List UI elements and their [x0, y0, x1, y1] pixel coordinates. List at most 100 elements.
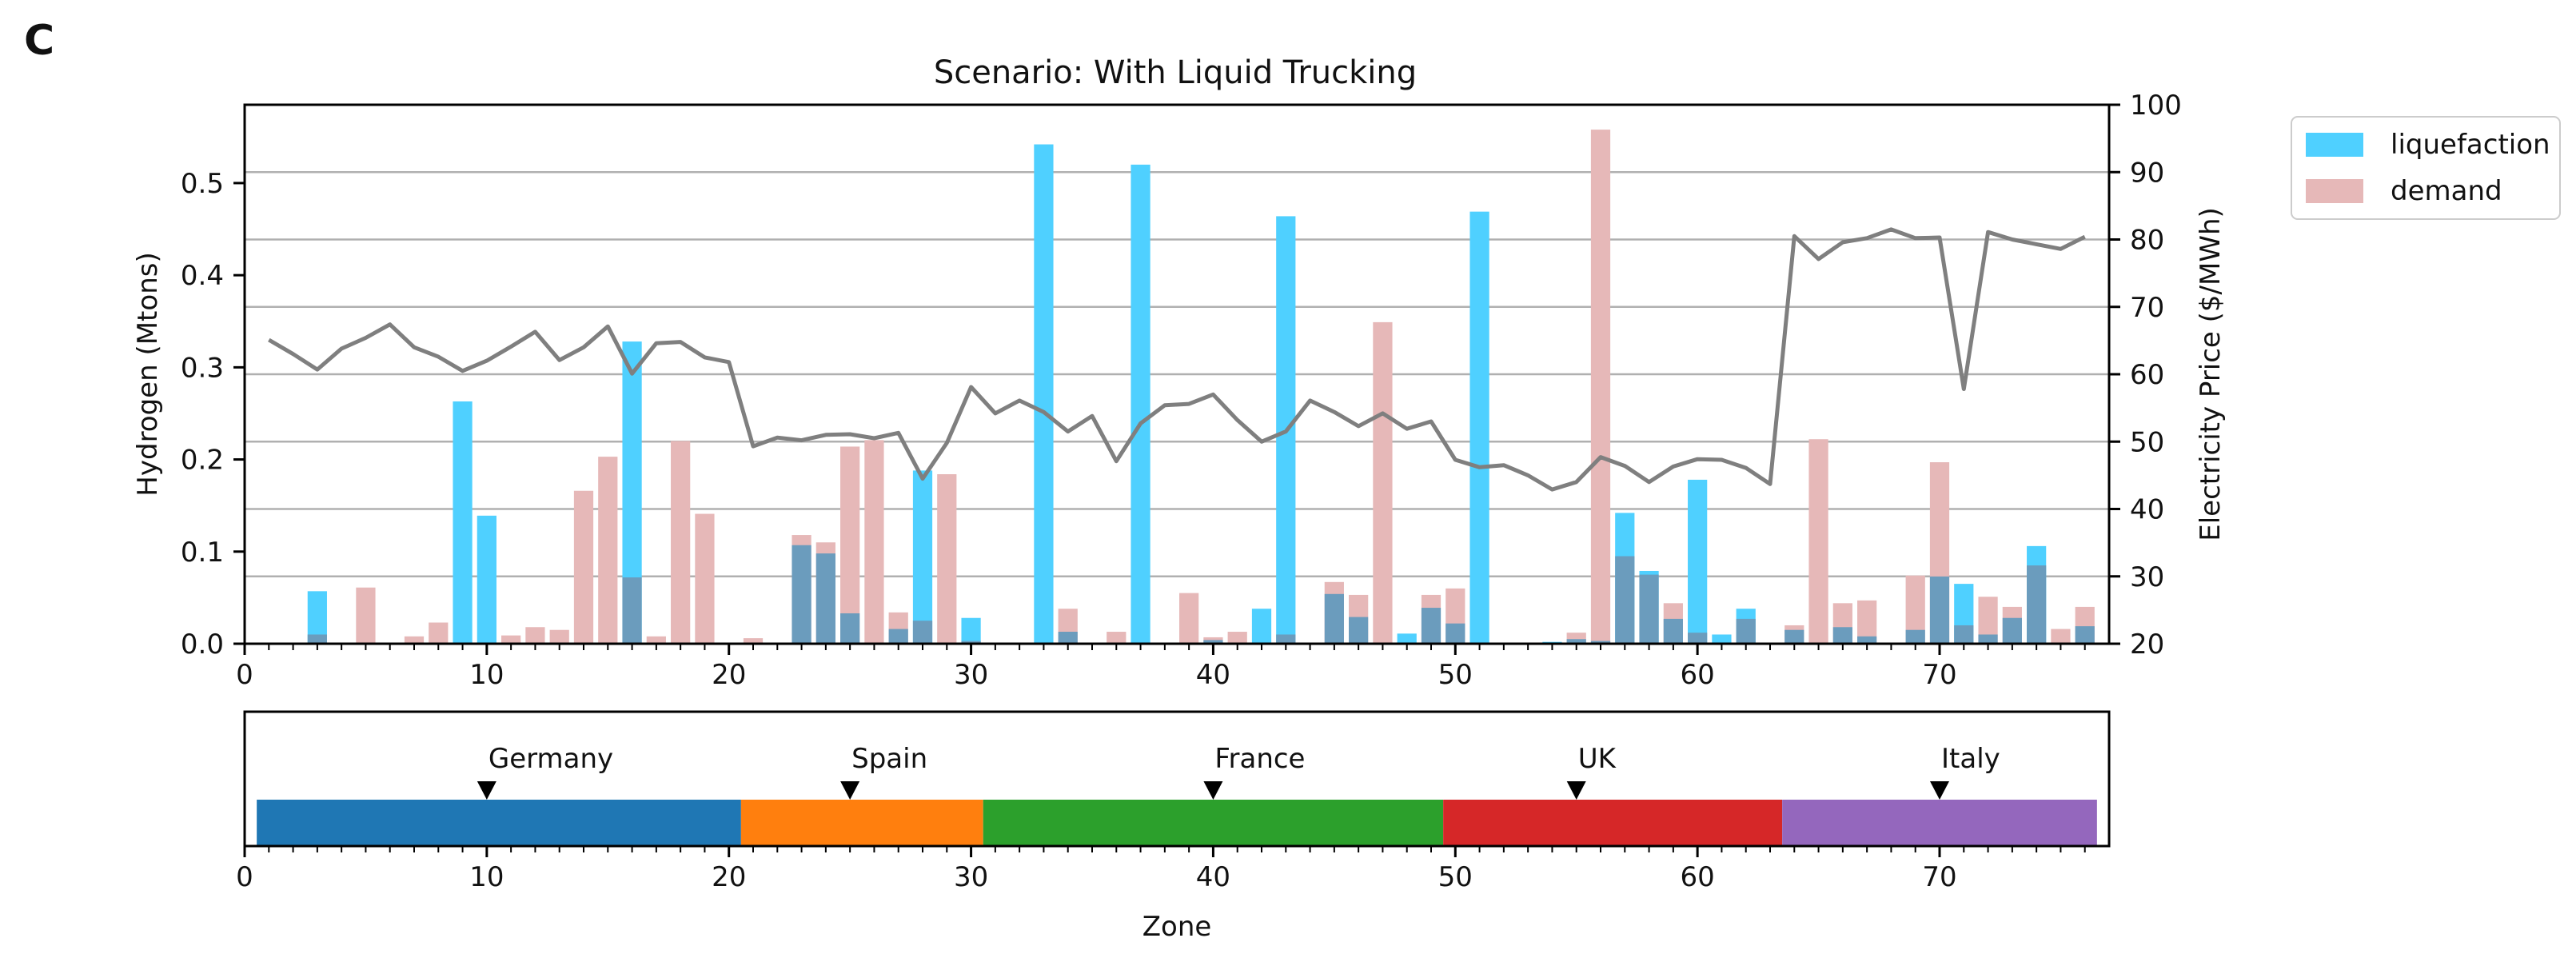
bar-demand: [1179, 593, 1199, 644]
main-plot: 0 10 20 30 40 50 60 70 0.0 0.1 0.2 0.3 0.4 0.5 20 30 40 5…: [181, 90, 2182, 691]
price-line: [268, 227, 2086, 492]
zone-marker-icon: [477, 781, 496, 800]
zone-tick-label: 0: [236, 861, 253, 893]
bar-liquefaction: [1712, 634, 1732, 644]
bar-overlap: [1421, 608, 1442, 644]
bar-overlap: [307, 634, 327, 644]
bar-demand: [743, 638, 764, 644]
bar-liquefaction: [453, 401, 473, 644]
bar-demand: [356, 587, 376, 644]
bar-overlap: [840, 613, 860, 644]
bar-liquefaction: [1397, 633, 1417, 644]
bar-demand: [937, 474, 957, 644]
bar-overlap: [961, 641, 981, 644]
zone-marker-icon: [1930, 781, 1949, 800]
bar-overlap: [1590, 641, 1611, 644]
bar-overlap: [1978, 634, 1998, 644]
y2-axis-label: Electricity Price ($/MWh): [2195, 207, 2227, 541]
bar-demand: [549, 629, 569, 644]
gridlines: [245, 171, 2109, 577]
y2-tick-label: 40: [2130, 494, 2164, 526]
bar-overlap: [815, 553, 835, 644]
bar-overlap: [1203, 640, 1223, 644]
zone-marker-icon: [1566, 781, 1586, 800]
bar-overlap: [2027, 565, 2047, 644]
country-segment: [1782, 800, 2097, 846]
bar-demand: [573, 490, 594, 644]
x-tick-label: 70: [1922, 659, 1956, 691]
zone-axis-label: Zone: [1142, 911, 1212, 943]
y2-tick-label: 80: [2130, 225, 2164, 257]
y-tick-label: 0.5: [181, 168, 224, 200]
x-tick-label: 10: [469, 659, 504, 691]
bar-demand: [429, 622, 449, 644]
zone-marker-icon: [840, 781, 860, 800]
country-label: Italy: [1941, 743, 2000, 775]
bar-overlap: [1688, 633, 1708, 644]
bar-liquefaction: [1130, 164, 1150, 644]
bar-overlap: [1905, 629, 1925, 644]
bar-overlap: [1615, 556, 1635, 644]
bar-demand: [695, 513, 715, 644]
y-tick-label: 0.2: [181, 445, 224, 477]
y2-tick-label: 60: [2130, 359, 2164, 391]
bar-demand: [501, 635, 521, 644]
country-segment: [740, 800, 983, 846]
bar-demand: [840, 446, 860, 644]
y-axis-label: Hydrogen (Mtons): [132, 252, 164, 496]
bar-liquefaction: [477, 515, 496, 644]
zone-tick-label: 70: [1922, 861, 1956, 893]
bar-demand: [1590, 130, 1611, 645]
bar-overlap: [1324, 593, 1344, 644]
bar-demand: [2051, 629, 2071, 644]
x-tick-label: 20: [712, 659, 746, 691]
y2-tick-label: 90: [2130, 157, 2164, 189]
bar-demand: [404, 636, 425, 644]
bar-overlap: [1446, 623, 1465, 644]
bar-demand: [1107, 632, 1127, 644]
y-tick-label: 0.3: [181, 352, 224, 384]
bar-demand: [525, 627, 545, 644]
y2-tick-label: 100: [2130, 90, 2182, 122]
zone-tick-label: 30: [954, 861, 988, 893]
bar-demand: [1227, 632, 1247, 644]
bar-overlap: [1857, 636, 1877, 644]
bar-overlap: [1349, 617, 1369, 644]
country-segment: [1443, 800, 1783, 846]
bar-liquefaction: [1469, 211, 1489, 645]
bar-overlap: [1954, 625, 1974, 644]
legend-swatch-demand: [2306, 179, 2363, 203]
chart-title: Scenario: With Liquid Trucking: [934, 54, 1417, 91]
price-line-layer: [268, 227, 2086, 492]
bar-demand: [598, 457, 618, 644]
bar-overlap: [1736, 618, 1756, 644]
bar-overlap: [1663, 618, 1683, 644]
y-tick-label: 0.0: [181, 629, 224, 661]
legend-label-liquefaction: liquefaction: [2391, 129, 2550, 161]
panel-label: C: [24, 17, 54, 65]
country-label: UK: [1578, 743, 1617, 775]
country-segment: [983, 800, 1444, 846]
zone-strip: Germany Spain France UK Italy 0 10 20 30 40 50 60 7…: [236, 710, 2111, 893]
country-label: Germany: [488, 743, 613, 775]
bar-demand: [1373, 321, 1393, 644]
zone-tick-label: 40: [1196, 861, 1230, 893]
bar-overlap: [888, 629, 908, 644]
zone-tick-label: 10: [469, 861, 504, 893]
bar-overlap: [1566, 639, 1586, 644]
bar-overlap: [792, 545, 811, 644]
country-label: France: [1214, 743, 1305, 775]
zone-tick-label: 60: [1681, 861, 1715, 893]
country-label: Spain: [851, 743, 927, 775]
y2-tick-label: 50: [2130, 426, 2164, 458]
bars: [307, 130, 2095, 645]
bar-overlap: [1058, 632, 1078, 644]
zone-tick-label: 20: [712, 861, 746, 893]
x-tick-label: 40: [1196, 659, 1230, 691]
bar-overlap: [2002, 617, 2022, 644]
country-segment: [257, 800, 741, 846]
zone-tick-label: 50: [1438, 861, 1473, 893]
bar-liquefaction: [1034, 144, 1054, 645]
bar-liquefaction: [1251, 609, 1272, 644]
bar-overlap: [622, 577, 642, 644]
